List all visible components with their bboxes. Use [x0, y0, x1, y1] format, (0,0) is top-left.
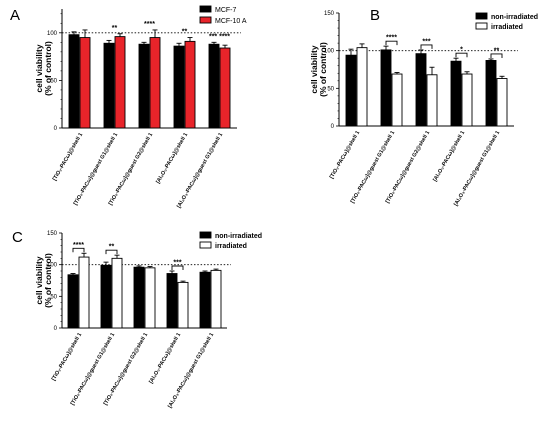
significance-label: ****	[144, 21, 155, 28]
panel-letter: A	[10, 7, 20, 24]
significance-label: *** ****	[209, 33, 230, 40]
significance-bracket	[72, 247, 85, 253]
bar	[345, 54, 357, 127]
significance-label: **	[182, 29, 188, 36]
legend-label: irradiated	[491, 24, 523, 31]
bar	[356, 47, 368, 127]
significance-bracket	[490, 53, 503, 58]
significance-bracket	[171, 265, 184, 270]
category-label: [TiO₂-PACω]@guest G2@shell 1	[108, 132, 154, 207]
bar	[67, 274, 79, 329]
bar	[210, 269, 222, 329]
y-tick-label: 50	[50, 294, 57, 300]
bar	[166, 273, 178, 329]
y-tick-label: 50	[327, 86, 334, 92]
significance-label: ****	[386, 35, 397, 42]
bar	[173, 45, 185, 129]
y-tick-label: 50	[50, 78, 57, 84]
bar	[461, 73, 473, 127]
legend-swatch	[199, 16, 212, 24]
y-tick-label: 100	[324, 49, 335, 55]
category-label: [TiO₂-PACω]@shell 1	[51, 332, 83, 382]
y-tick-label: 150	[47, 231, 58, 237]
bar	[426, 74, 438, 127]
bar	[144, 267, 156, 329]
bar	[149, 37, 161, 129]
bar	[485, 60, 497, 127]
bar	[78, 256, 90, 329]
y-tick-label: 0	[54, 326, 58, 332]
legend-swatch	[199, 241, 212, 249]
bar	[184, 40, 196, 129]
bar	[114, 36, 126, 129]
y-tick-label: 100	[47, 31, 58, 37]
significance-label: ***	[422, 38, 430, 45]
significance-bracket	[455, 52, 468, 58]
bar	[208, 43, 220, 129]
bar	[199, 271, 211, 329]
significance-label: ****	[73, 242, 84, 249]
y-axis-title-line: (% of control)	[43, 41, 53, 96]
legend-label: non-irradiated	[491, 14, 538, 21]
legend-swatch	[199, 231, 212, 239]
bar	[100, 264, 112, 329]
y-tick-label: 0	[331, 124, 335, 130]
category-label: [Al₂O₃-PACω]@shell 1	[432, 130, 466, 183]
panel-letter: C	[12, 229, 23, 246]
bar	[391, 73, 403, 127]
legend-label: MCF-10 A	[215, 18, 247, 25]
significance-label: **	[494, 47, 500, 54]
category-label: [Al₂O₃-PACω]@shell 1	[148, 332, 182, 385]
y-tick-label: 150	[324, 11, 335, 17]
y-axis-title-line: cell viability	[34, 44, 44, 92]
bar	[496, 78, 508, 127]
category-label: [TiO₂-PACω]@shell 1	[329, 130, 361, 180]
legend-label: irradiated	[215, 243, 247, 250]
bar	[415, 53, 427, 127]
significance-label: **	[112, 25, 118, 32]
y-tick-label: 100	[47, 263, 58, 269]
bar	[138, 43, 150, 129]
legend-swatch	[475, 12, 488, 20]
y-axis-title: cell viability(% of control)	[34, 253, 53, 308]
category-label: [TiO₂-PACω]@guest G2@shell 1	[385, 130, 431, 205]
panel-letter: B	[370, 7, 380, 24]
y-axis-title-line: (% of control)	[318, 42, 328, 97]
bar	[450, 60, 462, 127]
bar	[177, 281, 189, 329]
legend-swatch	[475, 22, 488, 30]
significance-label: ***	[173, 260, 181, 267]
legend-label: MCF-7	[215, 7, 236, 14]
category-label: [Al₂O₃-PACω]@shell 1	[155, 132, 189, 185]
significance-bracket	[105, 249, 118, 255]
y-axis-title: cell viability(% of control)	[309, 42, 328, 97]
significance-label: *	[460, 47, 463, 54]
bar	[219, 47, 231, 129]
category-label: [TiO₂-PACω]@shell 1	[52, 132, 84, 182]
y-axis-title-line: cell viability	[34, 256, 44, 304]
y-axis-title-line: cell viability	[309, 45, 319, 93]
bar	[79, 37, 91, 129]
y-axis-title: cell viability(% of control)	[34, 41, 53, 96]
bar	[111, 257, 123, 329]
bar	[380, 49, 392, 127]
bar	[133, 266, 145, 329]
significance-bracket	[420, 44, 433, 49]
y-tick-label: 0	[54, 126, 58, 132]
bar	[68, 34, 80, 129]
y-axis-title-line: (% of control)	[43, 253, 53, 308]
legend-label: non-irradiated	[215, 233, 262, 240]
legend-swatch	[199, 5, 212, 13]
significance-bracket	[385, 40, 398, 46]
significance-label: **	[109, 244, 115, 251]
bar	[103, 42, 115, 129]
